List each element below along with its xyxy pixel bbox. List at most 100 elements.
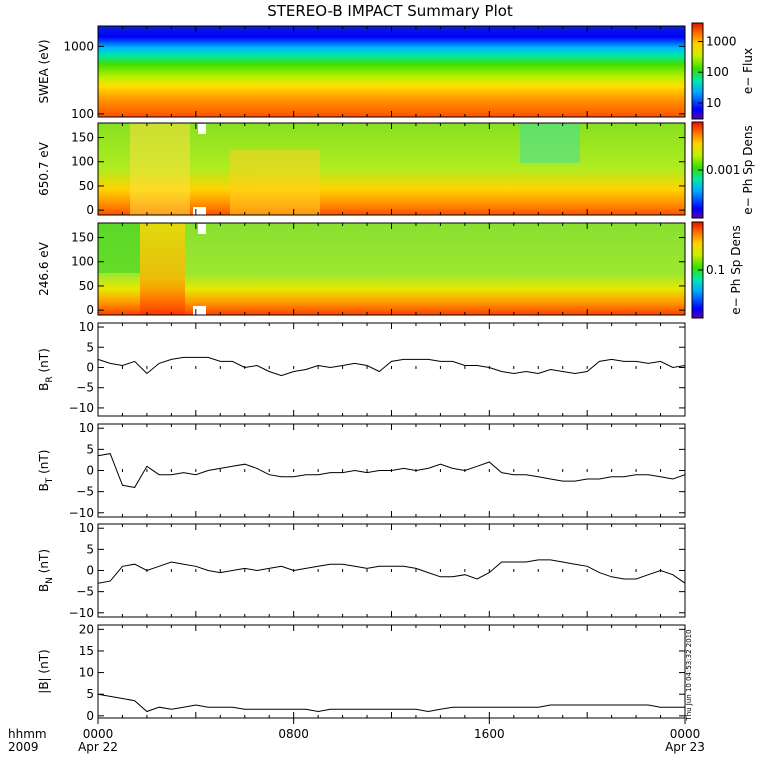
p246-colorbar-label: e− Ph Sp Dens	[729, 225, 743, 314]
figure-title: STEREO-B IMPACT Summary Plot	[267, 2, 513, 20]
br-zero-ticks	[121, 365, 662, 369]
bt-yticks: 10 5 0 −5 −10	[69, 421, 685, 520]
p246-hot-b	[98, 223, 140, 273]
p650-ytick-label-0: 150	[71, 131, 94, 145]
p650-hot-c	[520, 123, 580, 163]
bn-ylabel-unit: (nT)	[37, 549, 51, 577]
bmag-ytick-label-1: 15	[79, 644, 94, 658]
bt-ylabel-unit: (nT)	[37, 450, 51, 478]
br-ytick-label-2: 0	[86, 360, 94, 374]
p246-ytick-label-0: 150	[71, 231, 94, 245]
bt-ytick-label-4: −10	[69, 506, 94, 520]
time-axis-corner-top: hhmm	[8, 727, 47, 741]
p650-yticks: 150 100 50 0	[71, 123, 685, 217]
swea-ylabel: SWEA (eV)	[37, 39, 51, 103]
p246-spectrogram	[98, 223, 685, 315]
bt-series-line	[97, 453, 686, 488]
bt-ylabel-sub: T	[45, 477, 55, 484]
p246-gap-top	[198, 224, 206, 234]
bn-zero-ticks	[121, 569, 662, 572]
swea-spectrogram	[98, 26, 685, 117]
swea-yticks: 1000 100	[63, 26, 685, 121]
p246-colorbar-ticks: 0.1	[698, 263, 725, 277]
bt-ylabel: BT (nT)	[37, 450, 55, 492]
br-yticks: 10 5 0 −5 −10	[69, 320, 685, 416]
p650-ytick-label-3: 0	[86, 203, 94, 217]
bmag-panel: 20 15 10 5 0 |B| (nT)	[37, 622, 686, 723]
p650-ytick-label-2: 50	[79, 179, 94, 193]
p650-ylabel: 650.7 eV	[37, 141, 51, 196]
swea-colorbar-tick-label-1: 100	[706, 65, 729, 79]
swea-ytick-label-0: 1000	[63, 39, 94, 53]
bn-ytick-label-1: 5	[86, 542, 94, 556]
p650-hot-a	[130, 123, 190, 215]
bmag-ytick-label-4: 0	[86, 709, 94, 723]
swea-colorbar-ticks: 1000 100 10	[698, 34, 737, 110]
swea-colorbar	[691, 22, 704, 120]
bmag-series-line	[97, 693, 685, 713]
bmag-ytick-label-3: 5	[86, 687, 94, 701]
bn-ytick-label-4: −10	[69, 606, 94, 620]
br-ytick-label-1: 5	[86, 340, 94, 354]
bmag-ytick-label-2: 10	[79, 666, 94, 680]
br-ytick-label-0: 10	[79, 320, 94, 334]
swea-panel: 1000 100 SWEA (eV) 1000 100 10 e− Flux	[37, 22, 755, 121]
br-ylabel: BR (nT)	[37, 348, 55, 391]
bn-ylabel-main: B	[37, 584, 51, 592]
br-panel: 10 5 0 −5 −10 BR (nT)	[37, 320, 686, 417]
p246-ytick-label-2: 50	[79, 279, 94, 293]
bt-ytick-label-3: −5	[76, 485, 94, 499]
time-tick-label-2: 1600	[474, 727, 505, 741]
br-series-line	[97, 356, 686, 377]
bt-ylabel-main: B	[37, 483, 51, 491]
time-tick-label-0: 0000	[83, 727, 114, 741]
time-tick-sublabel-3: Apr 23	[665, 740, 705, 754]
bn-ylabel-sub: N	[45, 577, 55, 584]
bn-ytick-label-3: −5	[76, 585, 94, 599]
p650-ytick-label-1: 100	[71, 155, 94, 169]
bmag-ylabel: |B| (nT)	[37, 649, 51, 693]
generation-stamp: Thu Jun 10 04:53:32 2010	[685, 629, 693, 721]
p246-panel: 150 100 50 0 246.6 eV 0.1 e− Ph Sp Dens	[37, 221, 743, 319]
bn-series-line	[97, 559, 686, 584]
p246-yticks: 150 100 50 0	[71, 223, 685, 317]
p246-gap-bottom	[193, 306, 206, 315]
bn-ytick-label-0: 10	[79, 521, 94, 535]
bn-ylabel: BN (nT)	[37, 549, 55, 592]
bn-panel: 10 5 0 −5 −10 BN (nT)	[37, 521, 686, 620]
time-tick-label-1: 0800	[278, 727, 309, 741]
br-ylabel-main: B	[37, 383, 51, 391]
p246-ylabel: 246.6 eV	[37, 241, 51, 296]
swea-colorbar-label: e− Flux	[741, 48, 755, 94]
p650-hotspots	[130, 123, 580, 215]
br-ylabel-unit: (nT)	[37, 348, 51, 376]
p650-panel: 150 100 50 0 650.7 eV 0.001 e− Ph Sp Dens	[37, 121, 755, 219]
bt-zero-ticks	[121, 469, 662, 472]
br-frame	[97, 322, 686, 417]
p246-hot-a	[140, 223, 185, 315]
p650-hot-b	[230, 150, 320, 215]
bn-yticks: 10 5 0 −5 −10	[69, 521, 685, 620]
swea-ytick-label-1: 100	[71, 107, 94, 121]
br-ytick-label-4: −10	[69, 401, 94, 415]
bt-ytick-label-2: 0	[86, 464, 94, 478]
swea-colorbar-tick-label-2: 10	[706, 96, 721, 110]
bmag-frame	[97, 624, 686, 719]
p650-colorbar-tick-label-0: 0.001	[706, 163, 740, 177]
p650-spectrogram	[98, 123, 685, 215]
p246-colorbar-tick-label-0: 0.1	[706, 263, 725, 277]
bt-panel: 10 5 0 −5 −10 BT (nT)	[37, 421, 686, 520]
p650-colorbar-label: e− Ph Sp Dens	[741, 125, 755, 214]
bn-ytick-label-2: 0	[86, 564, 94, 578]
bt-ytick-label-1: 5	[86, 442, 94, 456]
time-tick-sublabel-0: Apr 22	[78, 740, 118, 754]
br-ylabel-sub: R	[45, 376, 55, 382]
bmag-ytick-label-0: 20	[79, 622, 94, 636]
p650-gap-top	[198, 124, 206, 134]
p650-colorbar-ticks: 0.001	[698, 163, 740, 177]
time-tick-label-3: 0000	[670, 727, 701, 741]
time-axis-corner-bottom: 2009	[8, 740, 39, 754]
br-ytick-label-3: −5	[76, 381, 94, 395]
bmag-yticks: 20 15 10 5 0	[79, 622, 685, 723]
